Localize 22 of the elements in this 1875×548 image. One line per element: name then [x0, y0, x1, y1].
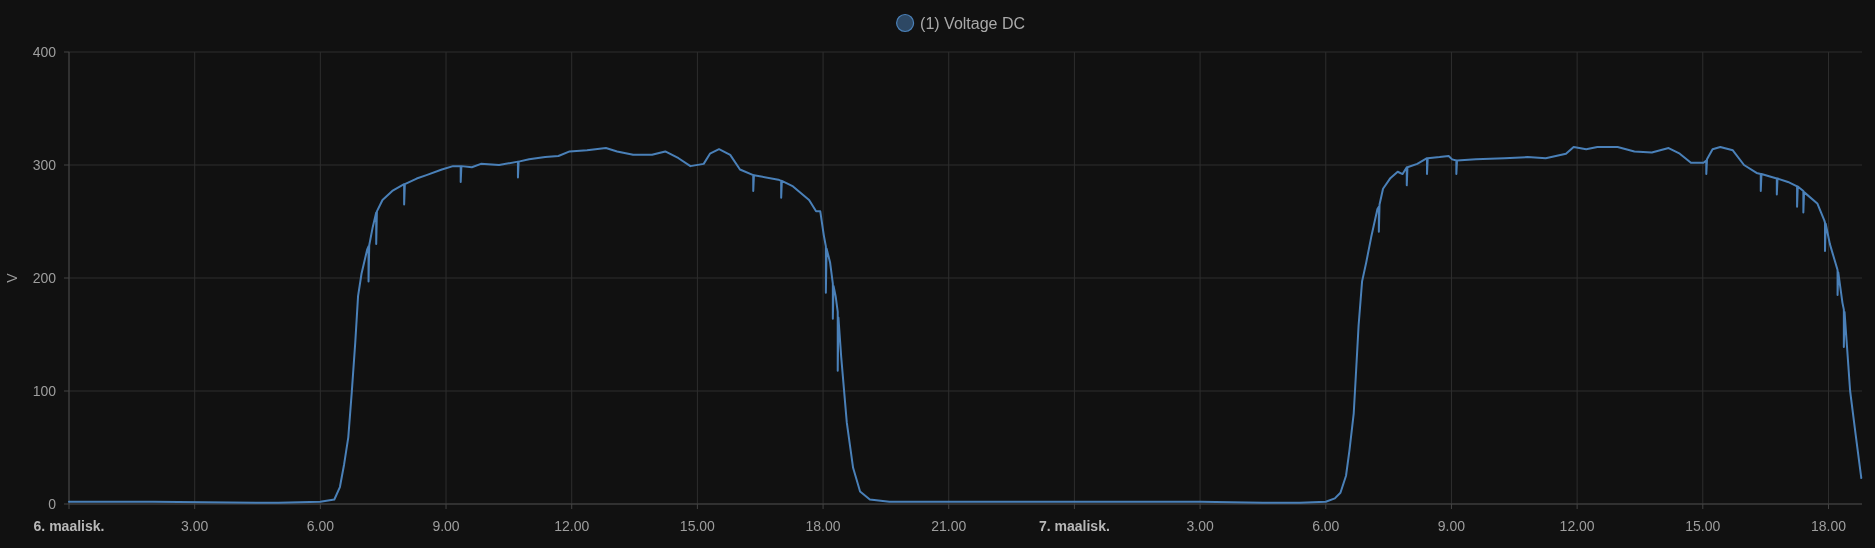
x-tick-label: 7. maalisk.: [1039, 518, 1110, 534]
x-tick-label: 6. maalisk.: [33, 518, 105, 534]
legend-label: (1) Voltage DC: [920, 14, 1026, 32]
x-tick-label: 6.00: [306, 518, 335, 534]
y-tick-label: 0: [48, 496, 57, 512]
x-tick-label: 6.00: [1312, 518, 1340, 534]
y-axis-title: V: [4, 272, 20, 283]
x-tick-label: 18.00: [1810, 518, 1847, 534]
y-tick-label: 100: [32, 383, 57, 399]
x-tick-label: 9.00: [432, 518, 460, 534]
y-tick-label: 400: [32, 44, 57, 60]
y-tick-label: 300: [32, 157, 57, 173]
x-tick-label: 12.00: [554, 518, 590, 534]
x-tick-label: 12.00: [1559, 518, 1595, 534]
x-tick-label: 15.00: [1685, 518, 1721, 534]
x-tick-label: 21.00: [931, 518, 967, 534]
x-tick-label: 9.00: [1437, 518, 1466, 534]
y-tick-label: 200: [32, 270, 57, 286]
x-tick-label: 3.00: [181, 518, 209, 534]
x-tick-label: 18.00: [805, 518, 841, 534]
x-tick-label: 3.00: [1186, 518, 1214, 534]
x-tick-label: 15.00: [679, 518, 716, 534]
